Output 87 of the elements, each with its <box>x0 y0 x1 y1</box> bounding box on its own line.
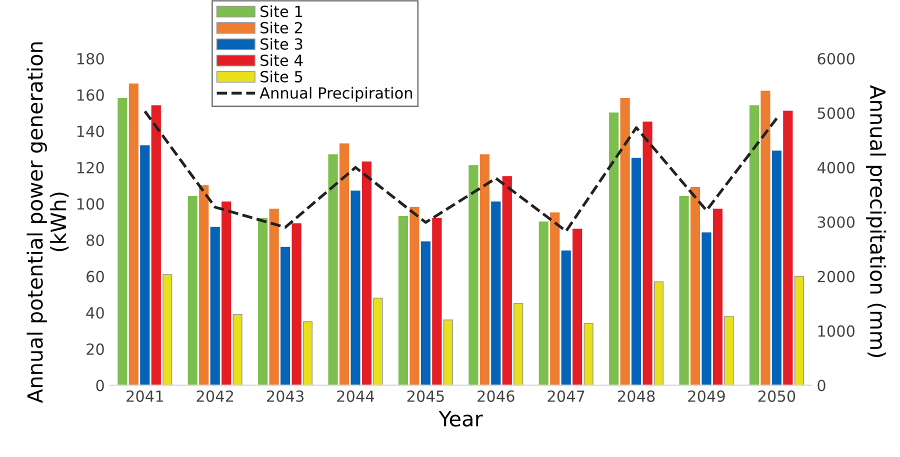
bar <box>232 314 242 386</box>
y-tick-label: 160 <box>77 89 104 101</box>
bar <box>280 246 290 386</box>
bar <box>468 165 478 386</box>
legend-label: Annual Precipiration <box>260 86 412 102</box>
y2-tick-label: 5000 <box>818 107 855 119</box>
legend-label: Site 5 <box>260 70 302 82</box>
bar <box>362 162 372 386</box>
bar <box>398 216 408 386</box>
y2-tick-label: 2000 <box>818 270 855 282</box>
bar <box>794 276 804 386</box>
y-tick-label: 20 <box>86 343 104 355</box>
bar <box>222 201 232 386</box>
y2-tick-label: 1000 <box>818 325 855 337</box>
bar <box>632 158 642 386</box>
bar <box>609 112 619 386</box>
bar <box>480 154 490 386</box>
y2-tick-label: 3000 <box>818 216 855 228</box>
bar <box>210 226 220 386</box>
bar <box>584 323 594 386</box>
x-tick-label: 2046 <box>478 390 514 402</box>
bar <box>350 190 360 386</box>
bar <box>328 154 338 386</box>
bar <box>420 241 430 386</box>
bar <box>302 321 313 386</box>
x-tick-label: 2045 <box>407 390 444 402</box>
bar <box>432 218 442 386</box>
legend-label: Site 4 <box>260 54 303 66</box>
x-tick-label: 2050 <box>758 390 796 402</box>
bar <box>199 185 209 386</box>
legend-label: Site 2 <box>260 22 302 34</box>
bar <box>690 186 700 386</box>
bar <box>118 98 128 386</box>
bar <box>712 208 723 386</box>
y-tick-label: 100 <box>77 198 104 210</box>
bar <box>292 223 302 386</box>
y2-tick-label: 4000 <box>817 162 855 174</box>
y-tick-label: 140 <box>77 126 104 138</box>
x-tick-label: 2047 <box>548 390 584 402</box>
bar <box>702 232 712 386</box>
x-tick-label: 2049 <box>688 390 725 402</box>
bar <box>642 122 652 386</box>
bar <box>679 196 689 386</box>
bar <box>502 176 512 386</box>
bar <box>140 145 150 386</box>
line-series <box>144 110 778 233</box>
bar <box>151 105 161 386</box>
y-tick-label: 60 <box>86 270 104 282</box>
bar <box>269 208 279 386</box>
bar <box>760 90 770 386</box>
y-axis-title: Annual potential power generation (kWh) <box>26 42 69 404</box>
x-tick-label: 2048 <box>618 390 655 402</box>
bar <box>162 274 172 386</box>
bar <box>772 150 782 386</box>
bar <box>561 250 571 386</box>
bar <box>550 212 560 386</box>
bar <box>373 298 383 386</box>
y-tick-label: 40 <box>86 307 104 319</box>
x-tick-label: 2041 <box>126 390 163 402</box>
bar <box>258 218 268 386</box>
y-tick-label: 80 <box>86 234 104 246</box>
y2-axis-title: Annual precipitation (mm) <box>866 85 886 357</box>
y-tick-label: 180 <box>77 52 104 65</box>
bar <box>572 228 582 386</box>
legend-label: Site 3 <box>260 38 302 50</box>
bar <box>654 281 664 386</box>
bar <box>514 303 524 386</box>
bar <box>724 316 734 386</box>
bar <box>620 98 630 386</box>
x-axis-title: Year <box>438 411 483 427</box>
bar <box>749 105 760 386</box>
bar <box>538 221 548 386</box>
bar <box>188 196 198 386</box>
legend-label: Site 1 <box>260 5 302 18</box>
y2-tick-label: 6000 <box>818 52 855 65</box>
x-tick-label: 2042 <box>196 390 234 402</box>
y2-tick-label: 0 <box>818 380 826 392</box>
bar <box>783 110 793 386</box>
bar <box>410 206 420 386</box>
bar <box>128 83 138 386</box>
y-tick-label: 0 <box>96 380 104 392</box>
bar <box>491 201 501 386</box>
x-tick-label: 2044 <box>337 390 374 402</box>
bar <box>339 143 350 386</box>
y-tick-label: 120 <box>77 162 104 174</box>
bar <box>443 319 453 386</box>
x-tick-label: 2043 <box>266 390 304 402</box>
